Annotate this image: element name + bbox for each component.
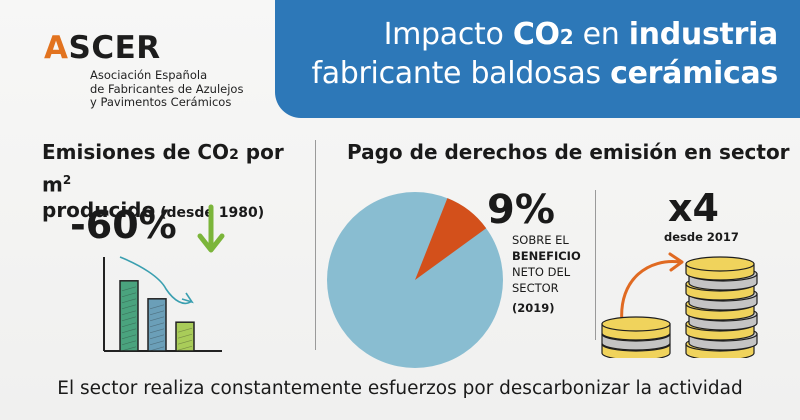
- bar-hatch: [121, 316, 137, 322]
- emission-rights-pie: [327, 192, 503, 368]
- logo-letter-a: A: [44, 30, 69, 66]
- bar-hatch: [149, 304, 165, 310]
- header-banner: Impacto CO2 en industria fabricante bald…: [275, 0, 800, 118]
- growth-arrow-icon: [620, 260, 682, 325]
- emissions-title-subscript: 2: [229, 147, 239, 163]
- logo-wordmark: ASCER: [44, 30, 161, 66]
- coin-top: [601, 316, 671, 332]
- note-line3: NETO DEL: [512, 265, 571, 279]
- bar-hatch: [177, 333, 193, 339]
- emissions-title-part1: Emisiones de CO: [42, 140, 230, 164]
- ascer-logo: ASCER Asociación Española de Fabricantes…: [44, 30, 274, 120]
- trend-arrowhead-icon: [181, 292, 194, 304]
- emissions-title-superscript: 2: [62, 173, 72, 187]
- bar-hatch: [149, 316, 165, 322]
- bar-hatch: [149, 322, 165, 328]
- bar-hatch: [121, 292, 137, 298]
- note-line4: SECTOR: [512, 281, 559, 295]
- bar-hatch: [121, 334, 137, 340]
- bar-hatch: [149, 346, 165, 352]
- bar-hatch: [149, 334, 165, 340]
- footer-statement: El sector realiza constantemente esfuerz…: [57, 378, 743, 399]
- coin-stacks-illustration: [601, 252, 758, 358]
- emissions-title-part2: por m: [42, 140, 284, 197]
- growth-arrowhead-icon: [668, 252, 684, 272]
- logo-subtitle-line3: y Pavimentos Cerámicos: [90, 95, 232, 109]
- header-title-line2: fabricante baldosas cerámicas: [311, 57, 778, 91]
- bar-hatch: [121, 310, 137, 316]
- large-coin-stack: [685, 256, 758, 358]
- note-line1: SOBRE EL: [512, 233, 569, 247]
- emission-rights-percent: 9%: [487, 187, 555, 233]
- bar-hatch: [121, 286, 137, 292]
- emissions-bar: [147, 298, 167, 352]
- bar-hatch: [177, 345, 193, 351]
- header-word-impacto: Impacto: [383, 17, 513, 52]
- bar-hatch: [121, 340, 137, 346]
- bar-hatch: [149, 310, 165, 316]
- header-word-ceramicas: cerámicas: [610, 56, 778, 91]
- bar-hatch: [121, 298, 137, 304]
- small-coin-stack: [601, 316, 671, 358]
- emission-rights-title: Pago de derechos de emisión en sector: [347, 140, 790, 164]
- emissions-bar-chart: [103, 256, 222, 352]
- header-title-line1: Impacto CO2 en industria: [383, 17, 779, 54]
- logo-subtitle-line2: de Fabricantes de Azulejos: [90, 81, 244, 96]
- note-line2: BENEFICIO: [512, 249, 581, 263]
- bar-hatch: [149, 328, 165, 334]
- divider-right: [595, 190, 596, 340]
- coin-top: [685, 256, 755, 272]
- emission-rights-note: SOBRE EL BENEFICIO NETO DEL SECTOR (2019…: [512, 232, 581, 316]
- trend-arrow-icon: [119, 256, 193, 305]
- header-words-fabricante: fabricante baldosas: [311, 56, 611, 91]
- emissions-reduction-value: -60%: [70, 203, 177, 247]
- emissions-bar: [119, 280, 139, 352]
- bar-hatch: [149, 340, 165, 346]
- bar-hatch: [177, 339, 193, 345]
- down-arrow-icon: [197, 204, 225, 253]
- emissions-bar: [175, 321, 195, 352]
- note-year: (2019): [512, 301, 555, 315]
- bar-hatch: [121, 304, 137, 310]
- divider-left: [315, 140, 316, 350]
- emissions-title-part3: producido: [42, 197, 156, 222]
- bar-hatch: [121, 346, 137, 352]
- bar-hatch: [121, 322, 137, 328]
- bar-hatch: [121, 328, 137, 334]
- pie-slice-emission-rights: [415, 198, 487, 280]
- header-subscript-2: 2: [559, 25, 574, 49]
- bar-hatch: [177, 327, 193, 333]
- cost-multiplier-since: desde 2017: [664, 230, 739, 244]
- logo-letters-scer: SCER: [68, 30, 161, 66]
- logo-subtitle: Asociación Española de Fabricantes de Az…: [90, 68, 244, 110]
- header-word-industria: industria: [628, 17, 779, 52]
- header-word-en: en: [573, 17, 629, 52]
- emissions-title: Emisiones de CO2 por m2 producido (desde…: [42, 140, 302, 226]
- header-word-co: CO: [512, 17, 560, 52]
- logo-subtitle-line1: Asociación Española: [90, 68, 208, 82]
- cost-multiplier: x4: [668, 186, 719, 230]
